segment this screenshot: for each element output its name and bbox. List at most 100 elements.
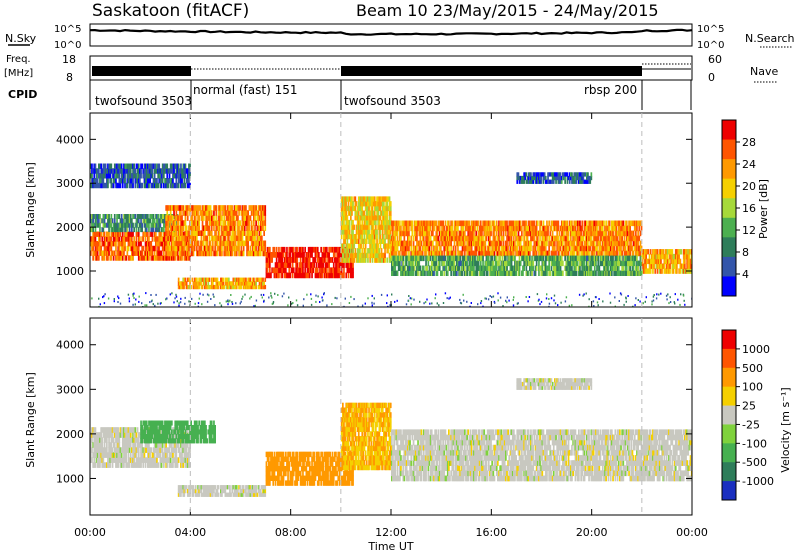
power-echo-cell — [269, 257, 271, 263]
power-echo-cell — [511, 230, 514, 237]
power-echo-cell — [288, 272, 291, 279]
power-echo-cell — [578, 225, 580, 232]
power-echo-cell — [181, 245, 183, 252]
power-echo-cell — [258, 240, 261, 247]
power-echo-cell — [123, 241, 125, 247]
power-echo-cell — [495, 260, 498, 267]
power-echo-cell — [376, 238, 378, 244]
power-echo-cell — [441, 270, 443, 276]
power-echo-cell — [304, 257, 306, 263]
power-echo-cell — [250, 225, 253, 231]
power-echo-cell — [617, 265, 620, 271]
power-echo-cell — [232, 245, 235, 252]
power-echo-cell — [342, 229, 344, 235]
power-echo-cell — [451, 220, 454, 227]
power-echo-cell — [188, 236, 190, 242]
power-echo-cell — [530, 172, 532, 177]
power-echo-cell — [348, 224, 351, 230]
power-echo-cell — [163, 245, 165, 252]
power-echo-cell — [640, 270, 643, 276]
power-echo-cell — [567, 265, 570, 271]
power-echo-cell — [228, 225, 230, 231]
power-echo-cell — [631, 245, 634, 252]
power-echo-cell — [302, 267, 304, 274]
power-echo-cell — [183, 210, 186, 216]
power-echo-cell — [271, 252, 273, 258]
power-echo-cell — [110, 255, 113, 261]
power-echo-cell — [451, 235, 454, 242]
power-echo-cell — [239, 220, 242, 226]
power-echo-band — [516, 172, 593, 184]
cpid-panel: CPID twofsound 3503 normal (fast) 151 tw… — [8, 80, 692, 110]
power-echo-cell — [161, 227, 164, 233]
power-echo-cell — [262, 281, 264, 286]
power-echo-cell — [457, 240, 459, 247]
power-echo-cell — [622, 265, 625, 271]
power-echo-cell — [360, 238, 362, 244]
power-echo-cell — [539, 265, 541, 271]
power-echo-cell — [167, 245, 170, 252]
power-echo-cell — [240, 277, 243, 282]
power-echo-cell — [118, 163, 121, 169]
power-echo-cell — [461, 235, 464, 242]
power-echo-cell — [532, 179, 535, 184]
power-echo-cell — [622, 260, 625, 267]
power-echo-cell — [91, 214, 93, 219]
power-echo-cell — [348, 243, 351, 249]
power-echo-cell — [554, 260, 556, 267]
power-echo-cell — [371, 234, 374, 240]
power-echo-cell — [340, 196, 343, 202]
power-echo-cell — [556, 235, 558, 242]
power-echo-cell — [489, 270, 491, 276]
power-echo-cell — [551, 245, 554, 252]
power-echo-cell — [259, 240, 262, 247]
power-echo-cell — [365, 215, 368, 221]
power-echo-cell — [369, 234, 371, 240]
power-echo-cell — [96, 245, 99, 252]
power-echo-cell — [115, 241, 117, 247]
power-echo-cell — [682, 268, 685, 274]
power-echo-cell — [475, 240, 478, 247]
power-echo-cell — [519, 220, 522, 227]
power-echo-cell — [500, 235, 503, 242]
power-echo-cell — [338, 252, 341, 258]
power-echo-cell — [246, 230, 248, 236]
power-echo-cell — [567, 255, 570, 262]
power-echo-cell — [155, 214, 157, 219]
power-echo-cell — [605, 235, 607, 242]
power-echo-cell — [134, 241, 137, 247]
power-echo-cell — [372, 219, 375, 226]
power-echo-cell — [135, 178, 138, 184]
power-echo-cell — [196, 245, 198, 252]
power-echo-cell — [548, 240, 550, 247]
power-echo-cell — [450, 240, 452, 247]
power-echo-cell — [356, 219, 359, 226]
power-echo-cell — [450, 220, 452, 227]
power-echo-cell — [421, 235, 424, 242]
power-echo-cell — [132, 241, 134, 247]
power-echo-cell — [624, 230, 627, 237]
power-echo-cell — [106, 222, 108, 228]
power-echo-cell — [373, 243, 376, 249]
power-echo-cell — [534, 245, 537, 252]
power-echo-cell — [566, 225, 569, 232]
power-echo-cell — [134, 250, 137, 256]
power-echo-cell — [194, 284, 197, 290]
power-echo-cell — [289, 272, 292, 279]
power-echo-cell — [432, 230, 434, 237]
power-echo-cell — [461, 265, 464, 271]
power-echo-cell — [113, 231, 116, 237]
power-echo-cell — [411, 270, 414, 276]
power-echo-cell — [419, 220, 422, 227]
power-echo-cell — [291, 267, 294, 274]
power-echo-cell — [289, 257, 292, 263]
power-echo-cell — [188, 284, 190, 290]
power-echo-cell — [266, 272, 269, 279]
power-echo-cell — [231, 210, 234, 216]
power-echo-cell — [440, 270, 442, 276]
power-echo-cell — [183, 241, 186, 247]
power-echo-cell — [416, 245, 418, 252]
power-echo-cell — [489, 235, 491, 242]
power-echo-cell — [435, 270, 438, 276]
power-echo-cell — [666, 258, 669, 265]
